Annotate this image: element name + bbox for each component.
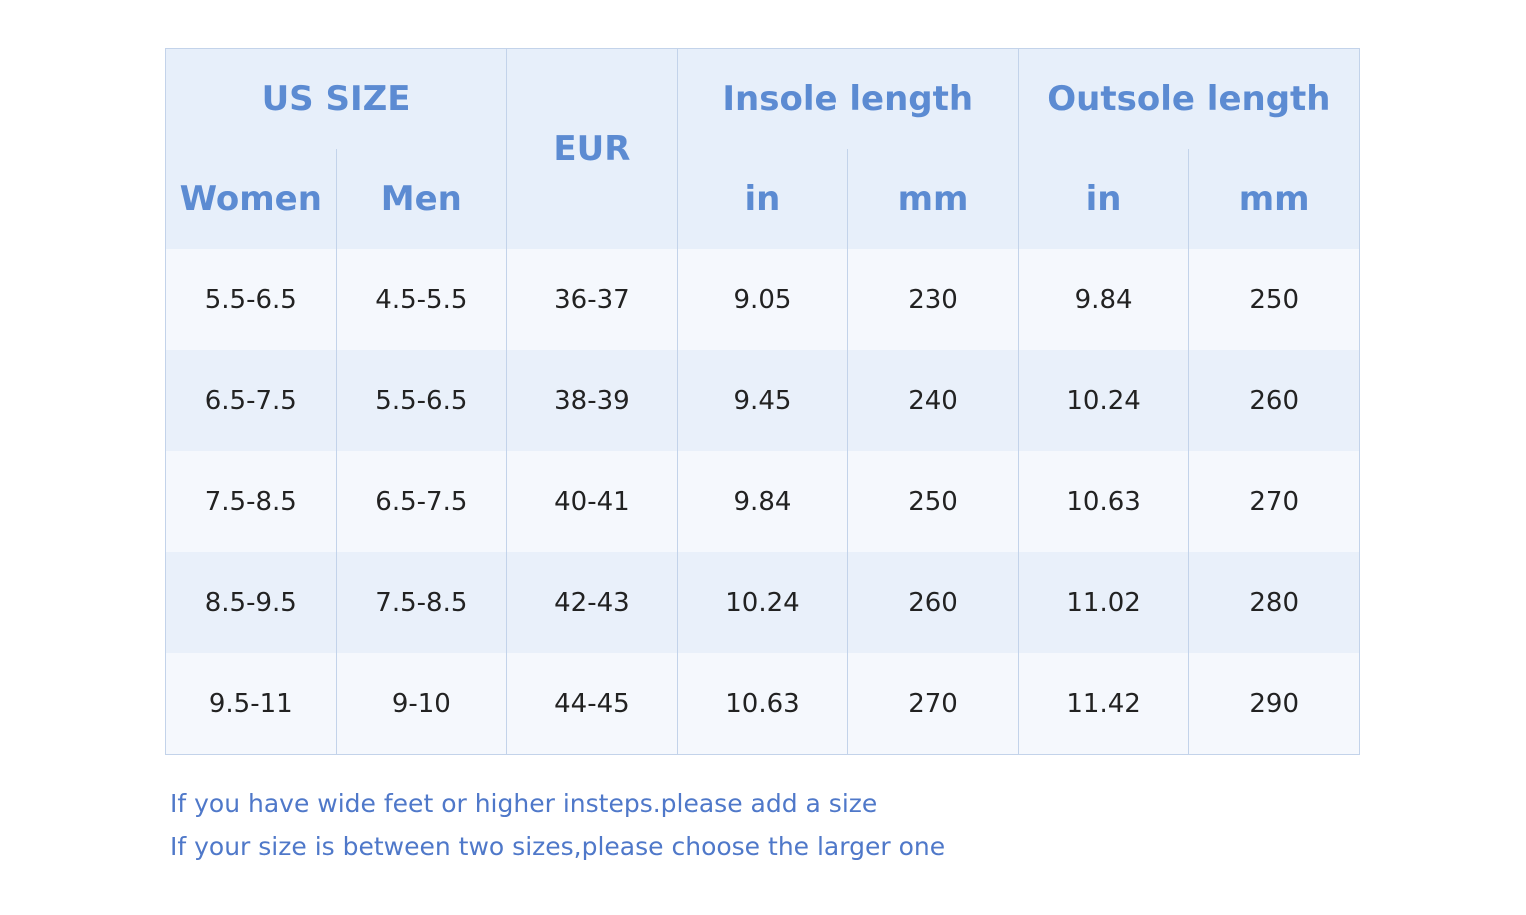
header-row: US SIZE EUR Insole length Outsole length <box>164 48 1361 249</box>
table-cell: 11.42 <box>1017 653 1190 755</box>
table-cell: 260 <box>1188 350 1360 451</box>
table-cell: 9.84 <box>676 451 849 552</box>
table-head: US SIZE EUR Insole length Outsole length… <box>164 48 1361 249</box>
table-cell: 270 <box>1188 451 1360 552</box>
table-cell: 40-41 <box>506 451 678 552</box>
table-cell: 9.5-11 <box>165 653 337 755</box>
subheader: in <box>676 149 849 249</box>
table-cell: 240 <box>847 350 1019 451</box>
table-cell: 230 <box>847 249 1019 350</box>
table-body: 5.5-6.5 4.5-5.5 36-37 9.05 230 9.84 250 6.5-7.5… <box>165 249 1360 755</box>
table-row: 9.5-11 9-10 44-45 10.63 270 11.42 290 <box>165 653 1360 755</box>
subheader: Men <box>335 149 508 249</box>
group-header: EUR <box>506 48 678 249</box>
table-cell: 10.24 <box>676 552 849 653</box>
table-cell: 6.5-7.5 <box>335 451 508 552</box>
subheader: mm <box>1188 149 1360 249</box>
table-cell: 42-43 <box>506 552 678 653</box>
table-cell: 9.84 <box>1017 249 1190 350</box>
subheader: mm <box>847 149 1019 249</box>
notes: If you have wide feet or higher insteps.… <box>170 782 945 868</box>
table-row: 8.5-9.5 7.5-8.5 42-43 10.24 260 11.02 280 <box>165 552 1360 653</box>
group-header: Insole length <box>676 48 1019 149</box>
subheader-row: Women Men in mm in mm <box>165 149 1360 249</box>
table-cell: 10.24 <box>1017 350 1190 451</box>
table-cell: 5.5-6.5 <box>335 350 508 451</box>
table-row: 7.5-8.5 6.5-7.5 40-41 9.84 250 10.63 270 <box>165 451 1360 552</box>
subheader: Women <box>165 149 337 249</box>
table-cell: 36-37 <box>506 249 678 350</box>
table-cell: 290 <box>1188 653 1360 755</box>
table-cell: 7.5-8.5 <box>335 552 508 653</box>
table-cell: 250 <box>1188 249 1360 350</box>
note-line: If you have wide feet or higher insteps.… <box>170 789 878 818</box>
group-header: US SIZE <box>164 48 508 149</box>
table-cell: 8.5-9.5 <box>165 552 337 653</box>
table-cell: 9.05 <box>676 249 849 350</box>
size-table: US SIZE EUR Insole length Outsole length… <box>164 48 1361 755</box>
table-cell: 4.5-5.5 <box>335 249 508 350</box>
table-cell: 5.5-6.5 <box>165 249 337 350</box>
table-cell: 270 <box>847 653 1019 755</box>
table-cell: 10.63 <box>676 653 849 755</box>
table-row: 6.5-7.5 5.5-6.5 38-39 9.45 240 10.24 260 <box>165 350 1360 451</box>
group-header: Outsole length <box>1017 48 1361 149</box>
table-cell: 250 <box>847 451 1019 552</box>
table-cell: 9-10 <box>335 653 508 755</box>
table-row: 5.5-6.5 4.5-5.5 36-37 9.05 230 9.84 250 <box>165 249 1360 350</box>
table-cell: 38-39 <box>506 350 678 451</box>
table-cell: 260 <box>847 552 1019 653</box>
table-cell: 6.5-7.5 <box>165 350 337 451</box>
note-line: If your size is between two sizes,please… <box>170 832 946 861</box>
subheader: in <box>1017 149 1190 249</box>
table-cell: 10.63 <box>1017 451 1190 552</box>
table-cell: 44-45 <box>506 653 678 755</box>
table-cell: 7.5-8.5 <box>165 451 337 552</box>
table-cell: 9.45 <box>676 350 849 451</box>
table-cell: 280 <box>1188 552 1360 653</box>
table-cell: 11.02 <box>1017 552 1190 653</box>
